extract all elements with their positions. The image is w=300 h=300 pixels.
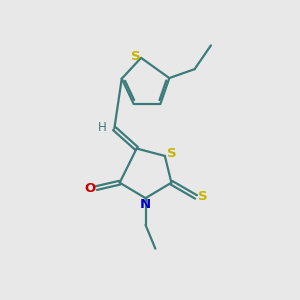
Text: S: S (131, 50, 140, 63)
Text: N: N (140, 198, 151, 211)
Text: O: O (84, 182, 96, 194)
Text: H: H (98, 121, 107, 134)
Text: S: S (198, 190, 207, 203)
Text: S: S (167, 147, 176, 160)
